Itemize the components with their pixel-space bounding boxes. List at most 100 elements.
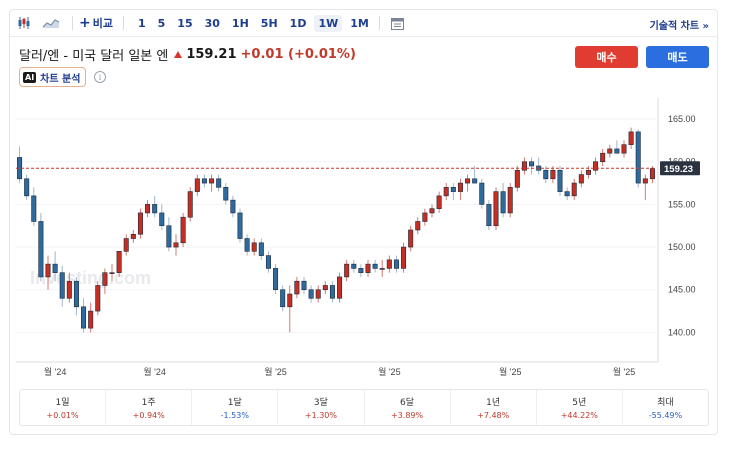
toolbar-divider xyxy=(122,16,124,30)
ai-analysis-label: 차트 분석 xyxy=(40,73,81,85)
candle-body xyxy=(265,255,271,269)
performance-cell[interactable]: 1주 +0.94% xyxy=(106,390,193,425)
period-button-1d[interactable]: 1D xyxy=(289,16,307,30)
performance-period: 3달 xyxy=(313,398,328,408)
candlestick-icon[interactable] xyxy=(16,15,32,31)
candle-body xyxy=(557,169,563,192)
sell-button[interactable]: 매도 xyxy=(646,46,709,68)
candle-body xyxy=(465,178,471,184)
candle-body xyxy=(607,148,613,154)
candle-body xyxy=(543,169,549,180)
performance-period: 최대 xyxy=(657,398,674,408)
period-button-15[interactable]: 15 xyxy=(177,16,193,30)
candle-body xyxy=(294,280,300,295)
candle-body xyxy=(415,221,421,231)
candle-body xyxy=(564,191,570,197)
candle-body xyxy=(514,169,520,188)
compare-button[interactable]: + 비교 xyxy=(79,15,113,31)
candle-body xyxy=(351,263,357,269)
toolbar-divider xyxy=(378,16,380,30)
candle-body xyxy=(571,182,577,197)
period-button-1h[interactable]: 1H xyxy=(231,16,249,30)
period-button-1m[interactable]: 1M xyxy=(350,16,369,30)
candle-body xyxy=(109,272,115,274)
technical-chart-link[interactable]: 기술적 차트 » xyxy=(649,21,709,32)
toolbar-divider xyxy=(72,16,73,30)
candle-body xyxy=(344,263,350,278)
candle-body xyxy=(322,285,328,291)
candle-body xyxy=(180,216,186,244)
candle-body xyxy=(223,187,229,201)
instrument-header: 달러/엔 - 미국 달러 일본 엔 159.21 +0.01 (+0.01%) xyxy=(19,45,356,64)
period-button-1w[interactable]: 1W xyxy=(314,14,343,32)
candle-body xyxy=(280,289,286,308)
candle-body xyxy=(457,182,463,192)
info-icon[interactable]: i xyxy=(94,71,106,83)
performance-cell[interactable]: 1달 -1.53% xyxy=(192,390,279,425)
y-tick-label: 155.00 xyxy=(668,199,696,209)
candle-body xyxy=(102,272,108,286)
candle-body xyxy=(308,289,314,299)
current-price-label: 159.23 xyxy=(664,164,693,175)
candle-body xyxy=(422,212,428,222)
candle-body xyxy=(337,276,343,299)
candle-body xyxy=(73,280,79,308)
performance-period: 1일 xyxy=(55,398,70,408)
plus-icon: + xyxy=(79,15,91,31)
candle-body xyxy=(187,191,193,218)
candle-body xyxy=(429,208,435,214)
candle-body xyxy=(116,251,122,273)
candle-body xyxy=(365,263,371,273)
chart-widget: + 비교 1 5 15 30 1H 5H 1D 1W 1M 기술적 차트 » 달러/엔 - 미국… xyxy=(9,9,718,435)
candle-body xyxy=(251,242,257,252)
candle-body xyxy=(649,168,655,180)
chart-toolbar: + 비교 1 5 15 30 1H 5H 1D 1W 1M 기술적 차트 » xyxy=(10,10,717,37)
price-chart[interactable]: Investing.com165.00160.00155.00150.00145… xyxy=(10,98,719,383)
y-tick-label: 140.00 xyxy=(668,327,696,337)
ai-badge: AI xyxy=(23,71,37,83)
candle-body xyxy=(472,178,478,184)
price-change: +0.01 (+0.01%) xyxy=(240,47,356,62)
candle-body xyxy=(66,280,72,299)
period-button-30[interactable]: 30 xyxy=(204,16,220,30)
performance-value: -55.49% xyxy=(648,411,683,420)
candle-body xyxy=(386,259,392,269)
candle-body xyxy=(493,191,499,227)
candle-body xyxy=(273,268,279,291)
ai-chart-analysis-button[interactable]: AI 차트 분석 xyxy=(19,67,87,87)
period-button-5h[interactable]: 5H xyxy=(260,16,278,30)
candle-body xyxy=(194,178,200,192)
performance-cell[interactable]: 6달 +3.89% xyxy=(365,390,451,425)
candle-body xyxy=(230,199,236,214)
performance-cell[interactable]: 3달 +1.30% xyxy=(278,390,365,425)
candle-body xyxy=(329,285,335,299)
performance-cell[interactable]: 1년 +7.48% xyxy=(451,390,537,425)
candle-body xyxy=(209,178,215,184)
candle-body xyxy=(244,238,250,252)
candle-body xyxy=(88,310,94,329)
performance-period: 5년 xyxy=(572,398,587,408)
period-button-1[interactable]: 1 xyxy=(137,16,146,30)
area-chart-icon[interactable] xyxy=(42,15,60,31)
performance-value: +44.22% xyxy=(560,411,598,420)
performance-cell[interactable]: 최대 -55.49% xyxy=(623,390,708,425)
period-selector: 1 5 15 30 1H 5H 1D 1W 1M xyxy=(134,14,377,32)
candle-body xyxy=(529,161,535,167)
candle-body xyxy=(628,131,634,145)
candle-body xyxy=(550,169,556,180)
calendar-icon[interactable] xyxy=(390,15,406,31)
performance-value: +7.48% xyxy=(477,411,510,420)
buy-button[interactable]: 매수 xyxy=(575,46,638,68)
performance-cell[interactable]: 5년 +44.22% xyxy=(537,390,623,425)
performance-cell[interactable]: 1일 +0.01% xyxy=(20,390,107,425)
candle-body xyxy=(578,174,584,184)
candle-body xyxy=(621,144,627,154)
candle-body xyxy=(393,259,399,269)
performance-bar: 1일 +0.01% 1주 +0.94% 1달 -1.53% 3달 +1.30% 6달 +3.89%… xyxy=(19,389,709,426)
candle-body xyxy=(479,182,485,205)
period-button-5[interactable]: 5 xyxy=(157,16,166,30)
candle-body xyxy=(600,152,606,163)
candle-body xyxy=(237,212,243,239)
last-price: 159.21 xyxy=(186,47,237,62)
candle-body xyxy=(301,280,307,291)
